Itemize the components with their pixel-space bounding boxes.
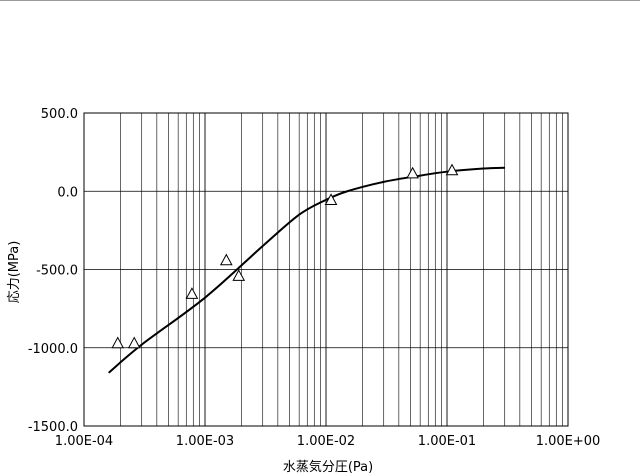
grid bbox=[84, 113, 568, 426]
data-point-triangle bbox=[221, 255, 232, 265]
y-tick-labels: 500.0 0.0 -500.0 -1000.0 -1500.0 bbox=[28, 107, 78, 435]
data-point-triangle bbox=[186, 288, 197, 298]
data-point-triangle bbox=[112, 338, 123, 348]
x-tick-label: 1.00E-04 bbox=[55, 434, 113, 449]
x-tick-label: 1.00E+00 bbox=[536, 434, 601, 449]
fit-curve bbox=[109, 168, 505, 373]
y-axis-label: 応力(MPa) bbox=[7, 241, 22, 304]
data-point-triangle bbox=[447, 165, 458, 175]
data-point-triangle bbox=[407, 168, 418, 178]
y-tick-label: -1500.0 bbox=[28, 420, 78, 435]
y-tick-label: -1000.0 bbox=[28, 342, 78, 357]
x-tick-label: 1.00E-02 bbox=[297, 434, 355, 449]
data-points bbox=[112, 165, 457, 348]
data-point-triangle bbox=[129, 338, 140, 348]
y-tick-label: -500.0 bbox=[36, 264, 78, 279]
y-tick-label: 0.0 bbox=[57, 185, 78, 200]
y-tick-label: 500.0 bbox=[41, 107, 78, 122]
x-axis-label: 水蒸気分圧(Pa) bbox=[283, 459, 373, 475]
x-tick-labels: 1.00E-04 1.00E-03 1.00E-02 1.00E-01 1.00E+00 bbox=[55, 434, 601, 449]
x-tick-label: 1.00E-01 bbox=[418, 434, 476, 449]
x-tick-label: 1.00E-03 bbox=[176, 434, 234, 449]
